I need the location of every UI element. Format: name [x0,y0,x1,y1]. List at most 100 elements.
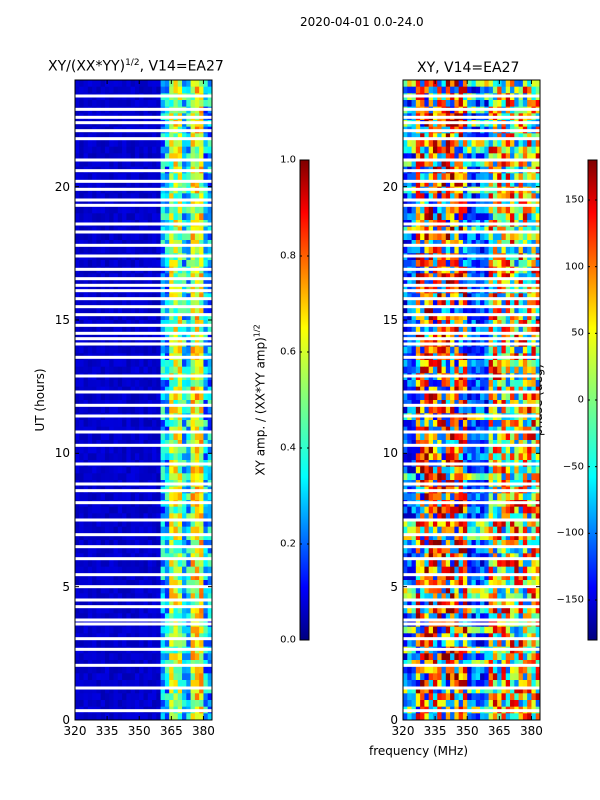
phase-cell [415,313,421,321]
amplitude-cell [122,260,127,268]
phase-cell [527,173,533,181]
phase-cell [484,313,490,321]
phase-cell [484,453,490,461]
amplitude-cell [87,233,93,241]
phase-cell [411,260,417,268]
amplitude-cell [139,100,145,108]
amplitude-cell [199,686,205,694]
amplitude-cell [139,506,145,514]
phase-cell [522,346,528,354]
amplitude-cell [156,713,162,720]
phase-cell [450,140,455,148]
amplitude-cell [113,453,119,461]
phase-cell [535,246,540,254]
amplitude-cell [139,713,145,720]
amplitude-cell [83,193,89,201]
amplitude-cell [83,440,89,448]
amplitude-cell [173,426,179,434]
amplitude-cell [190,346,196,354]
amplitude-cell [177,300,183,308]
amplitude-cell [96,160,102,168]
amplitude-cell [203,693,209,701]
amplitude-cell [117,233,123,241]
amplitude-cell [177,193,183,201]
amplitude-cell [207,426,212,434]
amplitude-cell [194,240,200,248]
amplitude-cell [156,193,162,201]
amplitude-cell [160,346,166,354]
phase-cell [437,320,443,328]
phase-cell [505,86,511,94]
amplitude-cell [152,193,157,201]
amplitude-cell [177,420,183,428]
phase-cell [407,380,413,388]
amplitude-cell [79,440,85,448]
amplitude-cell [87,440,93,448]
phase-cell [420,226,426,234]
phase-cell [488,326,494,334]
amplitude-cell [194,333,200,341]
amplitude-cell [147,506,153,514]
amplitude-cell [134,686,140,694]
amplitude-cell [143,206,149,214]
phase-cell [475,233,481,241]
amplitude-cell [104,233,110,241]
amplitude-cell [152,713,157,720]
amplitude-cell [134,133,140,141]
phase-cell [522,393,528,401]
amplitude-cell [139,226,145,234]
amplitude-cell [79,540,85,548]
amplitude-cell [160,566,166,574]
phase-cell [441,400,447,408]
phase-cell [462,446,468,454]
amplitude-cell [96,693,102,701]
amplitude-cell [199,280,205,288]
amplitude-cell [160,593,166,601]
phase-cell [514,406,520,414]
amplitude-cell [134,586,140,594]
phase-cell [514,260,520,268]
amplitude-cell [152,160,157,168]
amplitude-cell [160,506,166,514]
phase-cell [527,366,533,374]
phase-cell [501,426,507,434]
phase-cell [450,393,455,401]
phase-cell [522,320,528,328]
amplitude-cell [126,313,132,321]
amplitude-cell [92,686,98,694]
amplitude-cell [139,660,145,668]
amplitude-cell [113,80,119,88]
phase-cell [411,180,417,188]
amplitude-cell [134,306,140,314]
amplitude-cell [96,386,102,394]
amplitude-cell [143,226,149,234]
amplitude-cell [177,233,183,241]
phase-cell [514,326,520,334]
phase-cell [420,433,426,441]
amplitude-cell [122,273,127,281]
phase-cell [535,260,540,268]
amplitude-cell [147,453,153,461]
amplitude-cell [160,206,166,214]
phase-cell [450,153,455,161]
phase-cell [497,86,503,94]
amplitude-cell [152,200,157,208]
phase-cell [424,180,430,188]
phase-cell [432,393,438,401]
phase-cell [497,293,503,301]
amplitude-cell [147,633,153,641]
amplitude-cell [177,713,183,720]
amplitude-cell [83,133,89,141]
amplitude-cell [177,693,183,701]
phase-cell [458,246,464,254]
amplitude-cell [194,406,200,414]
phase-cell [437,273,443,281]
phase-cell [535,193,540,201]
amplitude-cell [79,380,85,388]
amplitude-cell [130,260,136,268]
amplitude-cell [126,393,132,401]
amplitude-cell [96,666,102,674]
amplitude-cell [164,320,170,328]
phase-cell [415,393,421,401]
phase-cell [432,433,438,441]
